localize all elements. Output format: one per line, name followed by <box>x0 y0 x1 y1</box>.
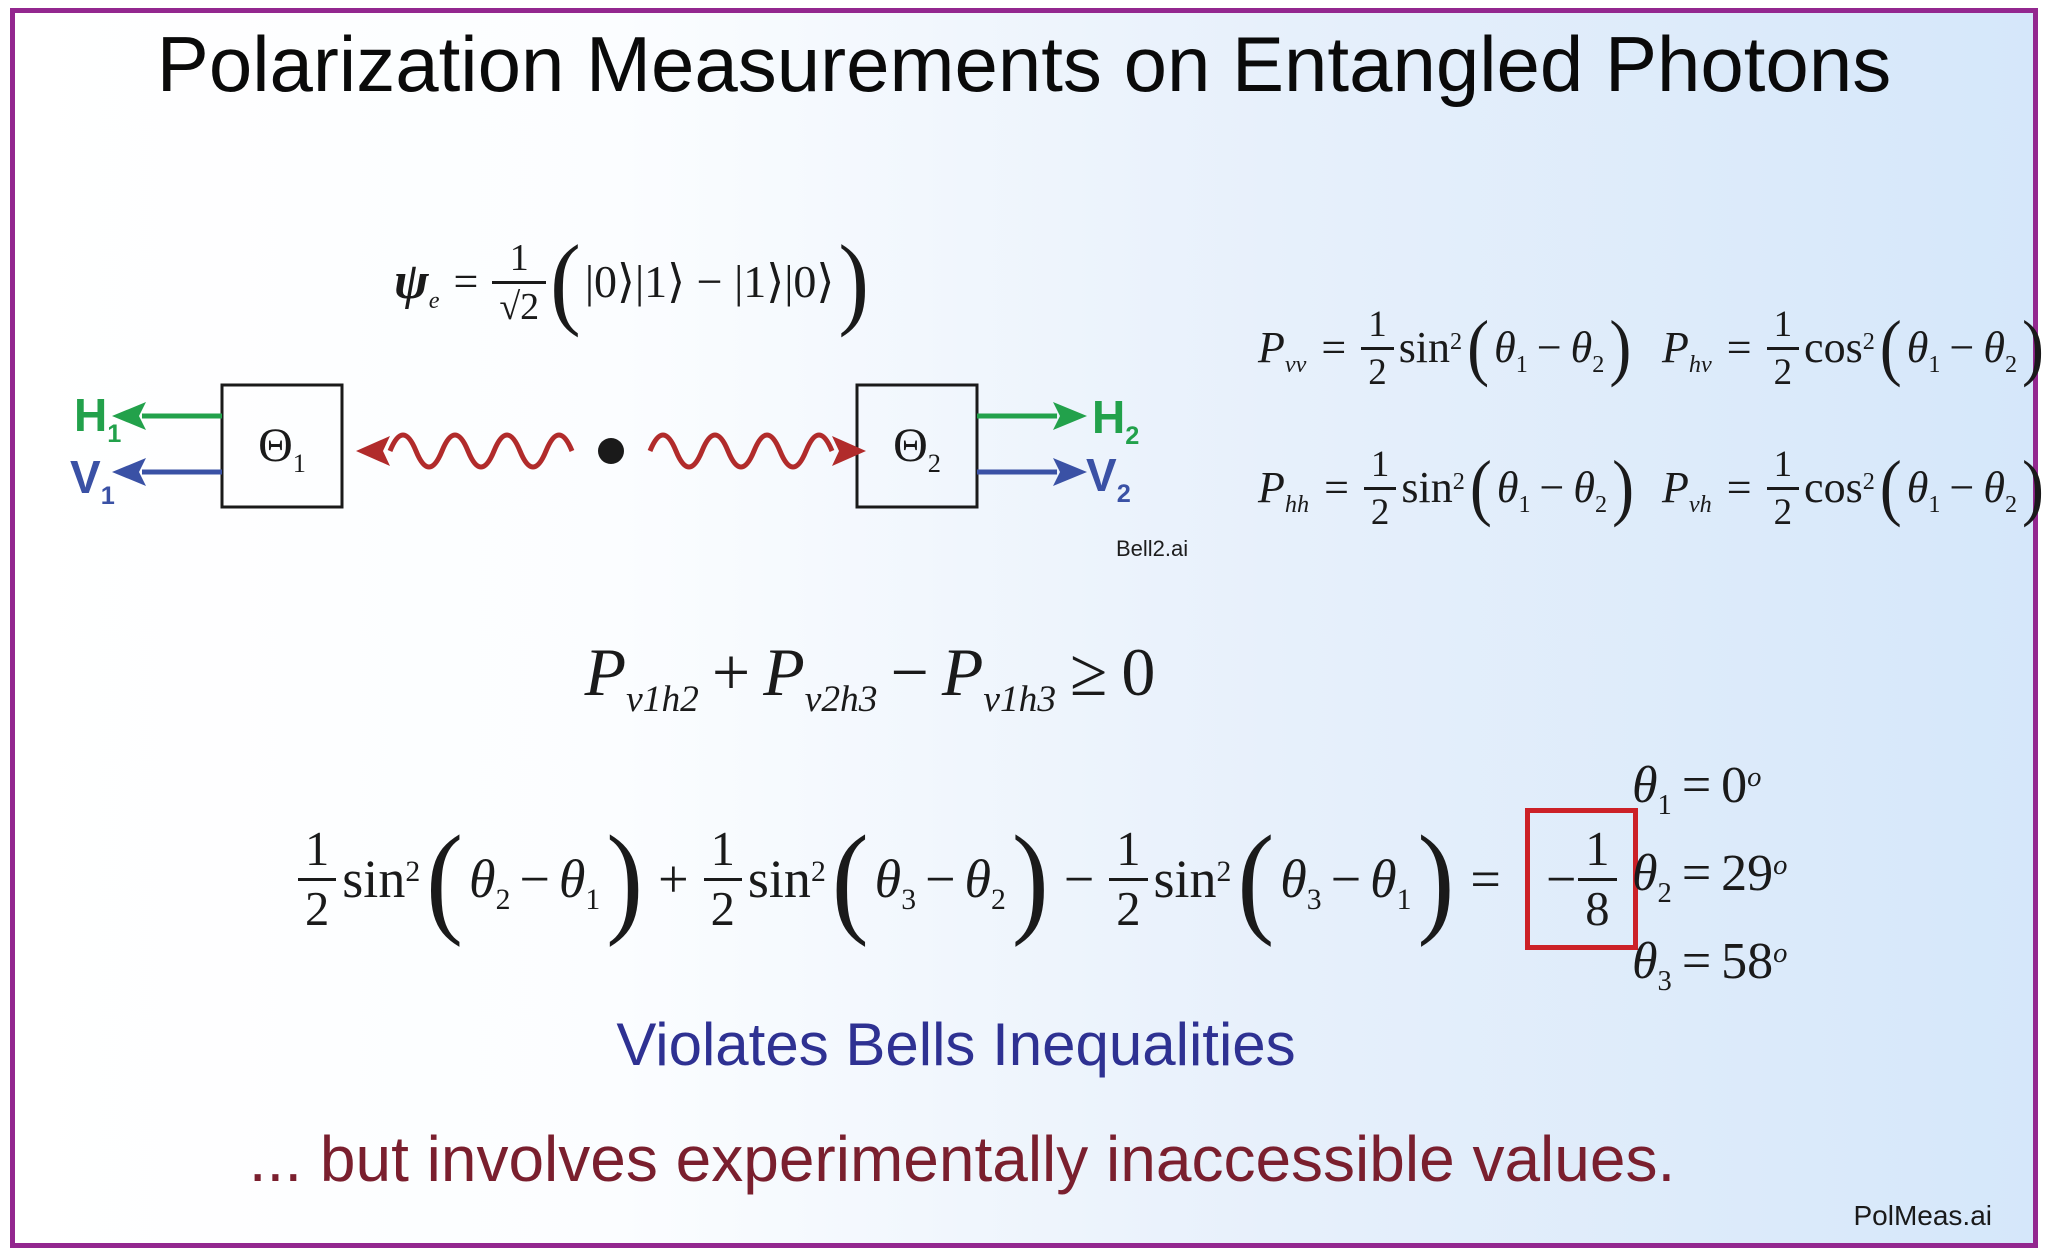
angle-setting-2: θ2 = 29o <box>1632 845 1788 909</box>
negative-sign: − <box>1545 849 1577 909</box>
psi-symbol: ψe <box>394 253 440 315</box>
v2-arrowhead-icon <box>1053 458 1087 486</box>
violates-statement: Violates Bells Inequalities <box>616 1011 1296 1078</box>
trig-fn: cos2 <box>1804 323 1875 372</box>
h2-output-label: H2 <box>1092 391 1140 450</box>
photon-right-arrowhead-icon <box>832 436 866 466</box>
trig-fn: sin2 <box>1401 463 1465 512</box>
plus-operator: + <box>658 849 689 909</box>
v1-output-label: V1 <box>70 451 115 510</box>
analyzer-box-1 <box>220 383 344 509</box>
wavefunction-equation: ψe = 1 √2 ( |0⟩|1⟩ − |1⟩|0⟩ ) <box>394 226 869 338</box>
analyzer-box-2 <box>855 383 979 509</box>
analyzer2-label: Θ2 <box>893 419 941 479</box>
entanglement-diagram <box>112 383 1087 509</box>
equals-sign: = <box>453 257 479 306</box>
photon-source-dot <box>598 438 624 464</box>
angle-setting-1: θ1 = 0o <box>1632 757 1762 821</box>
photon-wave-right <box>647 432 835 470</box>
slide-watermark: PolMeas.ai <box>1853 1200 1992 1231</box>
h1-output-label: H1 <box>74 389 122 448</box>
equals-sign: = <box>1470 849 1501 909</box>
v2-output-label: V2 <box>1086 449 1131 508</box>
analyzer1-label: Θ1 <box>258 419 306 479</box>
diagram-watermark: Bell2.ai <box>1116 536 1189 561</box>
caveat-statement: ... but involves experimentally inaccess… <box>248 1123 1676 1195</box>
one-over-root2-fraction: 1 √2 <box>492 239 547 326</box>
trig-fn: sin2 <box>1153 849 1232 909</box>
trig-fn: sin2 <box>747 849 826 909</box>
photon-wave-left <box>387 432 575 470</box>
ket-expression: |0⟩|1⟩ − |1⟩|0⟩ <box>584 256 835 307</box>
angle-setting-3: θ3 = 58o <box>1632 933 1788 997</box>
trig-fn: sin2 <box>1398 323 1463 372</box>
trig-fn: sin2 <box>342 849 421 909</box>
bell-inequality: Pv1h2 + Pv2h3 − Pv1h3 ≥ 0 <box>584 634 1156 720</box>
h2-arrowhead-icon <box>1053 402 1087 430</box>
page-title: Polarization Measurements on Entangled P… <box>156 20 1892 108</box>
minus-operator: − <box>1063 849 1095 909</box>
trig-fn: cos2 <box>1804 463 1875 512</box>
h1-arrowhead-icon <box>112 402 146 430</box>
close-paren: ) <box>838 223 870 339</box>
open-paren: ( <box>550 223 581 339</box>
v1-arrowhead-icon <box>112 458 146 486</box>
photon-left-arrowhead-icon <box>356 436 390 466</box>
slide-frame <box>10 8 2038 1248</box>
